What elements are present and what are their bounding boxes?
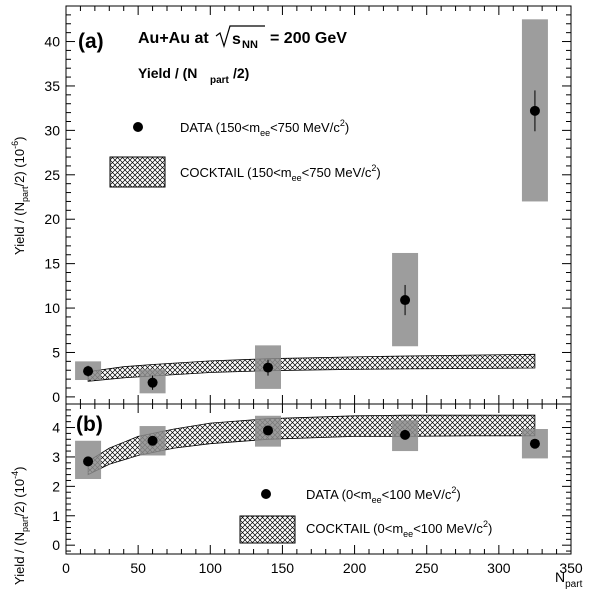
- yield-title-main: Yield / (N: [138, 65, 197, 81]
- data-point: [400, 295, 411, 306]
- data-point: [263, 362, 273, 373]
- panel-b-ylabel: Yield / (Npart/2) (10-4): [10, 467, 30, 585]
- panel-b-y-ticks: 0 1 2 3 4: [52, 403, 571, 553]
- panel-a-system-title: Au+Au at s NN = 200 GeV: [138, 25, 347, 51]
- x-tick-label: 50: [130, 560, 146, 576]
- x-tick-label: 100: [199, 560, 223, 576]
- panel-a-y-ticks: 0 5 10 15 20 25 30 35 40: [44, 5, 571, 405]
- x-tick-label: 200: [343, 560, 367, 576]
- energy-text: = 200 GeV: [270, 30, 347, 47]
- yield-title-sub: part: [210, 75, 230, 86]
- data-point: [263, 425, 273, 436]
- legend-b-data-marker: [261, 489, 271, 499]
- panel-a-yield-title: Yield / (N part /2): [138, 65, 249, 86]
- panel-a-x-ticks: [65, 6, 572, 404]
- sqrt-s: s: [232, 31, 241, 48]
- data-point: [83, 366, 94, 377]
- data-point: [147, 435, 158, 446]
- panel-b: 0 1 2 3 4 (b) DATA (0<mee<100 MeV/c2) COCKTA…: [10, 403, 572, 585]
- x-tick-label: 350: [559, 560, 583, 576]
- x-tick-label: 150: [271, 560, 295, 576]
- data-point: [400, 429, 411, 440]
- y-tick-label: 4: [52, 420, 60, 436]
- panel-a-label: (a): [78, 30, 104, 53]
- panel-a: 0 5 10 15 20 25 30 35 40 (a) Au+Au at s NN = 200…: [10, 5, 572, 405]
- panel-a-data-points: [83, 90, 540, 390]
- legend-a-data-label: DATA (150<mee<750 MeV/c2): [180, 118, 349, 138]
- x-axis-label: Npart: [555, 569, 583, 590]
- y-tick-label: 3: [52, 449, 60, 465]
- panel-b-legend: DATA (0<mee<100 MeV/c2) COCKTAIL (0<mee<…: [239, 485, 492, 544]
- x-tick-label: 250: [415, 560, 439, 576]
- y-tick-label: 2: [52, 478, 60, 494]
- panel-b-x-ticks: [65, 404, 572, 554]
- y-tick-label: 35: [44, 78, 60, 94]
- data-point: [529, 438, 540, 449]
- x-tick-label: 0: [62, 560, 70, 576]
- x-tick-label: 300: [487, 560, 511, 576]
- panel-a-legend: DATA (150<mee<750 MeV/c2) COCKTAIL (150<…: [109, 118, 381, 188]
- y-tick-label: 20: [44, 211, 60, 227]
- panel-b-data-points: [83, 425, 540, 467]
- legend-b-cocktail-label: COCKTAIL (0<mee<100 MeV/c2): [306, 519, 492, 539]
- panel-b-label: (b): [76, 413, 103, 436]
- x-tick-labels: 0 50 100 150 200 250 300 350: [62, 560, 583, 576]
- legend-a-cocktail-swatch: [109, 156, 166, 188]
- data-point: [147, 377, 158, 388]
- legend-a-cocktail-label: COCKTAIL (150<mee<750 MeV/c2): [180, 163, 381, 183]
- y-tick-label: 1: [52, 508, 60, 524]
- legend-b-cocktail-swatch: [239, 515, 296, 544]
- yield-title-end: /2): [233, 65, 249, 81]
- data-point: [83, 456, 94, 467]
- y-tick-label: 40: [44, 34, 60, 50]
- y-tick-label: 15: [44, 256, 60, 272]
- sqrt-symbol: [215, 25, 265, 49]
- system-text: Au+Au at: [138, 30, 209, 47]
- y-tick-label: 25: [44, 167, 60, 183]
- y-tick-label: 5: [52, 344, 60, 360]
- data-point: [529, 105, 540, 116]
- legend-b-data-label: DATA (0<mee<100 MeV/c2): [306, 485, 461, 505]
- legend-a-data-marker: [133, 122, 143, 132]
- sqrt-sub: NN: [242, 39, 258, 51]
- y-tick-label: 10: [44, 300, 60, 316]
- panel-a-ylabel: Yield / (Npart/2) (10-6): [10, 137, 30, 255]
- y-tick-label: 0: [52, 537, 60, 553]
- panel-b-frame: [65, 403, 572, 555]
- y-tick-label: 0: [52, 389, 60, 405]
- y-tick-label: 30: [44, 122, 60, 138]
